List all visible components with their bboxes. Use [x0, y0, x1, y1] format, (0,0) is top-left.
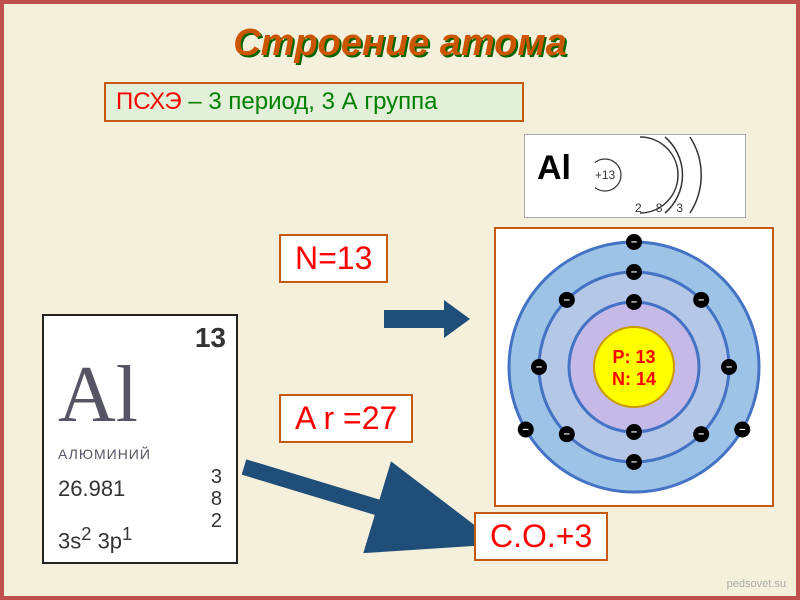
arrow-diagonal	[234, 457, 494, 562]
element-mass: 26.981	[58, 476, 125, 502]
element-shell-0: 3	[211, 466, 222, 488]
svg-text:–: –	[698, 428, 704, 440]
shell-arc-counts: 283	[635, 201, 697, 215]
subtitle-box: ПСХЭ – 3 период, 3 А группа	[104, 82, 524, 122]
element-shell-1: 8	[211, 488, 222, 510]
svg-text:–: –	[726, 361, 732, 373]
shell-arc-center: +13	[595, 168, 616, 182]
svg-text:–: –	[564, 294, 570, 306]
svg-text:–: –	[631, 296, 637, 308]
svg-text:–: –	[631, 266, 637, 278]
element-name: АЛЮМИНИЙ	[58, 446, 151, 462]
config-sup2: 1	[122, 523, 132, 544]
svg-text:–: –	[631, 426, 637, 438]
n-box: N=13	[279, 234, 388, 283]
shell-count-2: 3	[676, 201, 697, 215]
config-base2: 3p	[91, 528, 122, 553]
bohr-model: P: 13N: 14 – – – – – – – – – – – – –	[494, 227, 774, 507]
config-base1: 3s	[58, 528, 81, 553]
ar-box: A r =27	[279, 394, 413, 443]
watermark: pedsovet.su	[727, 578, 786, 590]
co-box: С.О.+3	[474, 512, 608, 561]
element-symbol: Al	[58, 350, 138, 441]
svg-text:N: 14: N: 14	[612, 369, 656, 389]
shell-count-0: 2	[635, 201, 656, 215]
svg-text:–: –	[564, 428, 570, 440]
svg-text:–: –	[739, 424, 745, 436]
config-sup1: 2	[81, 523, 91, 544]
element-shell-2: 2	[211, 510, 222, 532]
shell-arc-diagram: Al +13 283	[524, 134, 746, 218]
element-shells: 3 8 2	[211, 466, 222, 532]
svg-text:–: –	[698, 294, 704, 306]
svg-text:–: –	[523, 424, 529, 436]
shell-count-1: 8	[656, 201, 677, 215]
svg-text:P: 13: P: 13	[612, 347, 655, 367]
subtitle-rest: – 3 период, 3 А группа	[182, 88, 438, 115]
slide-container: Строение атома ПСХЭ – 3 период, 3 А груп…	[0, 0, 800, 600]
svg-text:–: –	[631, 236, 637, 248]
svg-text:–: –	[536, 361, 542, 373]
element-tile: 13 Al АЛЮМИНИЙ 26.981 3 8 2 3s2 3p1	[42, 314, 238, 564]
svg-text:–: –	[631, 456, 637, 468]
page-title: Строение атома	[4, 22, 796, 65]
subtitle-highlight: ПСХЭ	[116, 88, 182, 115]
shell-arc-symbol: Al	[537, 149, 571, 188]
element-atomic-number: 13	[195, 322, 226, 354]
element-config: 3s2 3p1	[58, 523, 132, 554]
